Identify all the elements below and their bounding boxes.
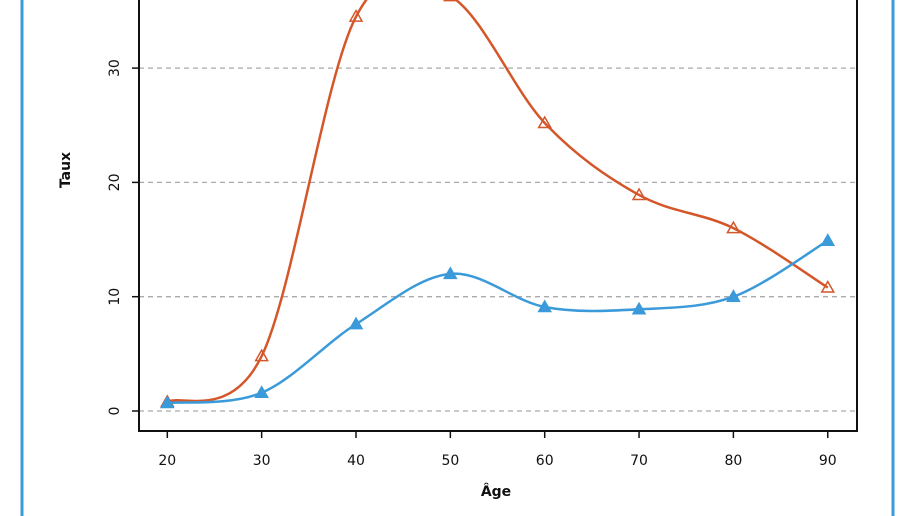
series-line [166, 0, 829, 404]
x-axis-label: Âge [481, 483, 511, 500]
point-marker [443, 0, 458, 2]
series-line [167, 239, 829, 405]
point-marker [820, 233, 836, 246]
x-tick-label: 40 [347, 453, 365, 469]
plot-frame [138, 0, 858, 432]
point-marker [348, 9, 364, 22]
y-tick-label: 30 [107, 59, 123, 77]
point-marker [726, 220, 741, 234]
point-marker [726, 289, 741, 302]
point-marker [443, 266, 458, 280]
y-tick-label: 0 [107, 407, 123, 416]
x-tick-label: 20 [158, 453, 176, 469]
x-tick-label: 90 [819, 453, 837, 469]
y-tick-label: 20 [107, 173, 123, 191]
point-marker [348, 316, 364, 330]
x-tick-label: 30 [253, 453, 271, 469]
point-marker [537, 299, 552, 313]
x-tick-label: 60 [536, 453, 554, 469]
point-marker [254, 385, 269, 398]
point-marker [631, 187, 647, 201]
point-marker [631, 301, 647, 315]
x-tick-label: 70 [630, 453, 648, 469]
y-axis-label: Taux [58, 152, 74, 188]
y-tick-label: 10 [107, 288, 123, 306]
x-tick-label: 80 [724, 453, 742, 469]
x-tick-label: 50 [441, 453, 459, 469]
point-marker [160, 395, 175, 409]
point-marker [254, 348, 269, 362]
point-marker [820, 280, 836, 293]
point-marker [537, 115, 552, 129]
